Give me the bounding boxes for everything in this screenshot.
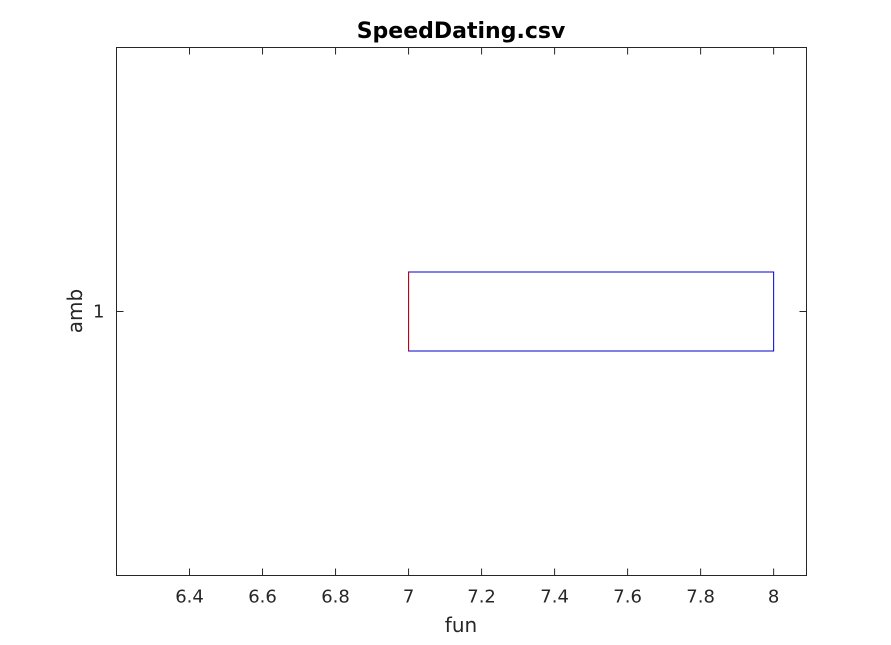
x-tick-label: 7.8 <box>686 587 715 608</box>
x-axis-label: fun <box>445 613 477 637</box>
box <box>408 271 775 352</box>
x-tick-label: 6.6 <box>248 587 277 608</box>
x-tick-label: 7.4 <box>540 587 569 608</box>
box-series <box>408 271 775 352</box>
x-tick-label: 8 <box>768 587 779 608</box>
y-axis-ticks: 1 <box>93 302 807 323</box>
x-tick-label: 6.8 <box>321 587 350 608</box>
y-tick-label: 1 <box>93 302 104 323</box>
x-axis-ticks: 6.4 6.6 6.8 7 7.2 7.4 7.6 7.8 8 <box>175 47 779 608</box>
x-tick-label: 7.2 <box>467 587 496 608</box>
plot-area-frame <box>116 47 807 576</box>
x-tick-label: 7.6 <box>613 587 642 608</box>
x-tick-label: 6.4 <box>175 587 204 608</box>
chart-title: SpeedDating.csv <box>357 19 566 44</box>
y-axis-label: amb <box>63 289 87 333</box>
x-tick-label: 7 <box>403 587 414 608</box>
